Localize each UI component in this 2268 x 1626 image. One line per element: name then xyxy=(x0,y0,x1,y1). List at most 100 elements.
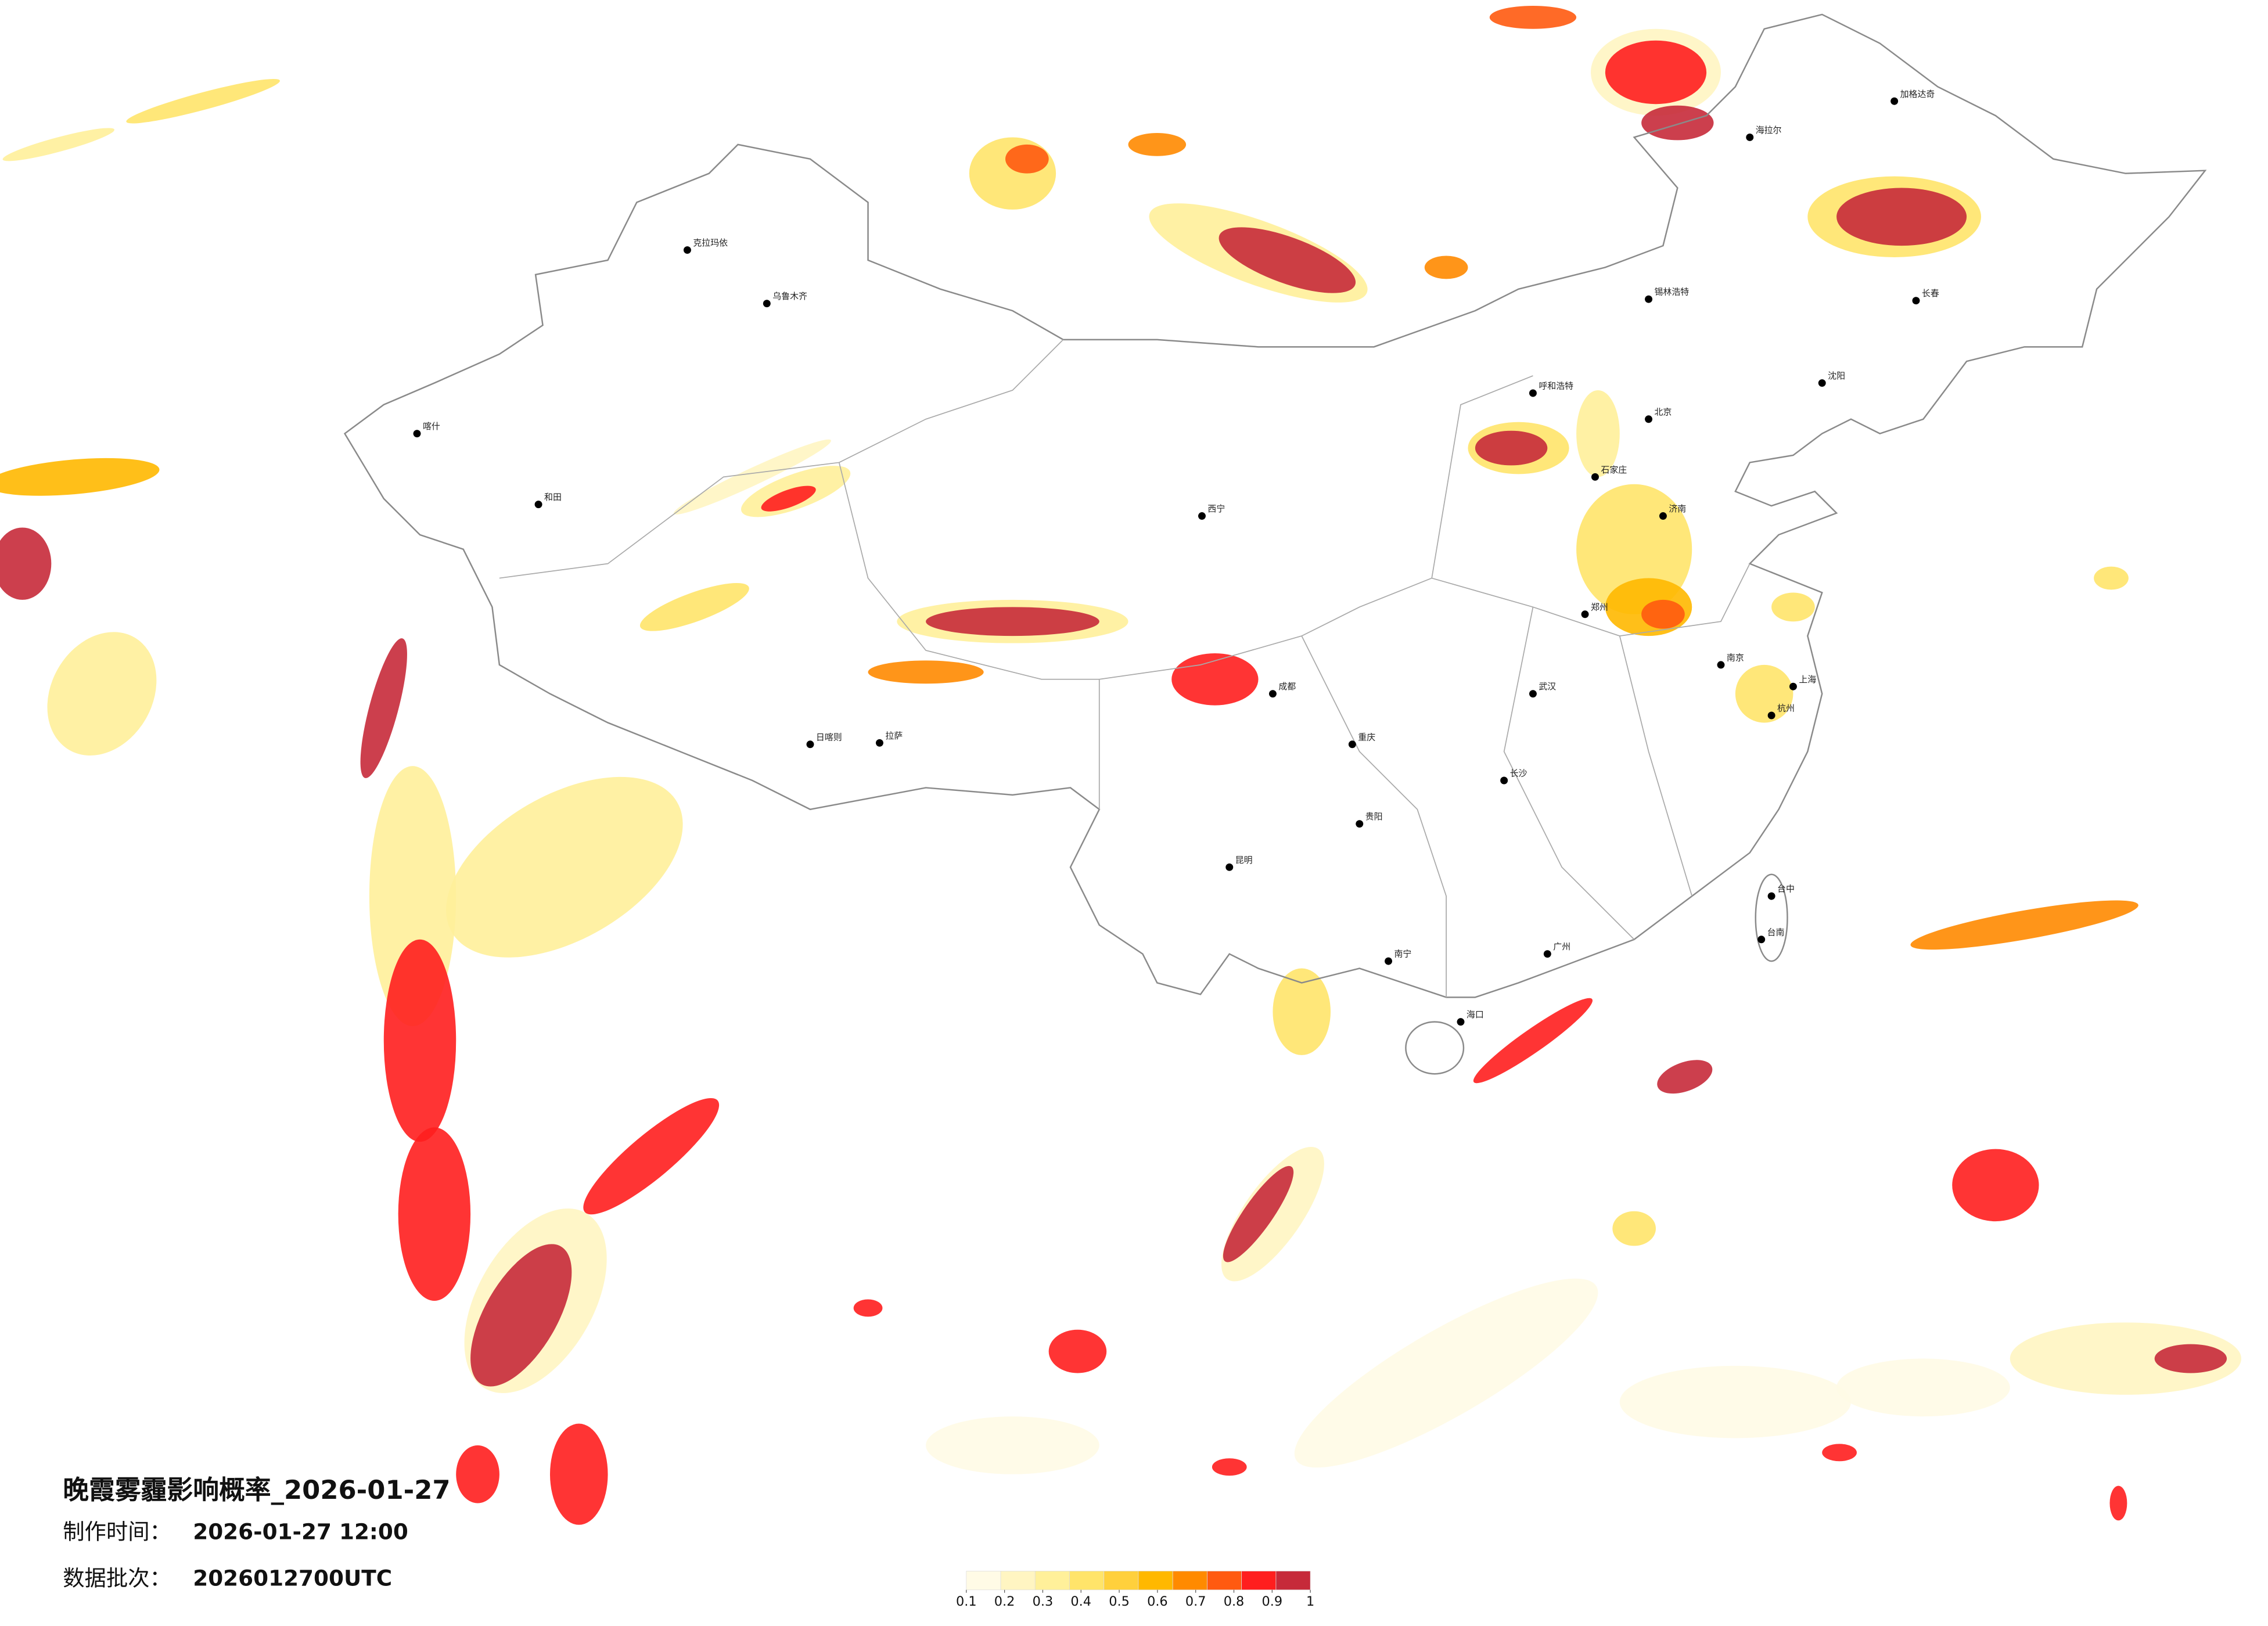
city-label: 武汉 xyxy=(1539,681,1556,692)
haze-area xyxy=(761,485,816,512)
city-label: 喀什 xyxy=(423,421,440,431)
haze-area xyxy=(673,439,831,515)
city-dot xyxy=(1645,415,1653,423)
haze-area xyxy=(1657,1060,1713,1094)
info-value: 2026012700UTC xyxy=(193,1565,392,1591)
city-dot xyxy=(1890,97,1899,105)
haze-area xyxy=(0,458,160,496)
city-dot xyxy=(1912,297,1920,305)
haze-area xyxy=(1128,132,1187,156)
haze-area xyxy=(639,583,749,631)
taiwan-border xyxy=(1755,873,1788,962)
city-dot xyxy=(763,300,771,308)
city-dot xyxy=(1789,682,1797,690)
city-dot xyxy=(806,740,814,749)
haze-area xyxy=(1273,968,1331,1055)
colorbar-tick-label: 0.8 xyxy=(1224,1594,1245,1609)
haze-area xyxy=(1294,1278,1598,1468)
haze-area xyxy=(1641,599,1685,629)
city-label: 拉萨 xyxy=(885,731,903,741)
haze-area xyxy=(383,939,457,1142)
info-label: 制作时间： xyxy=(63,1519,171,1545)
info-label: 数据批次： xyxy=(63,1565,171,1591)
city-label: 南京 xyxy=(1727,652,1744,663)
haze-area xyxy=(1005,144,1049,174)
haze-area xyxy=(1223,1165,1294,1262)
colorbar-swatch xyxy=(1104,1571,1139,1591)
city-label: 济南 xyxy=(1669,503,1686,514)
haze-area xyxy=(2010,1322,2241,1395)
city-label: 锡林浩特 xyxy=(1655,287,1690,297)
city-label: 沈阳 xyxy=(1828,370,1845,381)
city-label: 日喀则 xyxy=(816,732,842,742)
haze-area xyxy=(969,137,1056,210)
haze-area xyxy=(926,607,1099,636)
city-label: 西宁 xyxy=(1207,503,1225,514)
haze-area xyxy=(1475,430,1548,466)
city-dot xyxy=(1198,512,1206,520)
haze-area xyxy=(1641,105,1714,141)
city-dot xyxy=(1581,610,1589,618)
haze-area xyxy=(1836,188,1967,246)
city-label: 贵阳 xyxy=(1365,811,1383,822)
province-border xyxy=(499,339,1751,998)
city-label: 加格达奇 xyxy=(1900,89,1935,99)
colorbar-tick-label: 0.2 xyxy=(994,1594,1015,1609)
city-dot xyxy=(1225,863,1234,871)
haze-area xyxy=(1473,998,1593,1084)
city-label: 上海 xyxy=(1799,674,1816,685)
colorbar-tick-label: 1 xyxy=(1306,1594,1314,1609)
city-dot xyxy=(1529,690,1537,698)
haze-area xyxy=(2154,1344,2227,1373)
colorbar-tick-label: 0.3 xyxy=(1033,1594,1054,1609)
colorbar-tick-label: 0.6 xyxy=(1147,1594,1168,1609)
haze-area xyxy=(549,1423,608,1525)
haze-area xyxy=(398,1127,471,1301)
city-dot xyxy=(1356,820,1364,828)
city-dot xyxy=(1591,473,1599,481)
city-dot xyxy=(1348,740,1356,749)
colorbar: 0.1 0.2 0.3 0.4 0.5 0.6 0.7 0.8 0.9 1 xyxy=(956,1571,1314,1609)
haze-area xyxy=(1605,40,1707,105)
city-dot xyxy=(683,246,691,254)
city-label: 长春 xyxy=(1922,288,1939,298)
haze-area xyxy=(926,1416,1099,1474)
city-dot xyxy=(1746,133,1754,141)
city-dot xyxy=(875,739,883,747)
city-dot xyxy=(413,430,421,438)
haze-area xyxy=(868,660,984,684)
city-dot xyxy=(1543,950,1551,958)
haze-area xyxy=(0,527,52,600)
city-label: 和田 xyxy=(544,492,562,502)
mainland-border xyxy=(343,13,2207,998)
city-dot xyxy=(1268,690,1277,698)
city-label: 成都 xyxy=(1278,681,1296,692)
haze-area xyxy=(853,1299,883,1317)
city-label: 石家庄 xyxy=(1601,465,1627,475)
colorbar-tick-label: 0.9 xyxy=(1262,1594,1283,1609)
haze-area xyxy=(126,78,280,124)
haze-area xyxy=(1612,1211,1656,1246)
city-dot xyxy=(1529,389,1537,397)
haze-area xyxy=(1619,1366,1851,1438)
info-value: 2026-01-27 12:00 xyxy=(193,1519,408,1545)
city-dot xyxy=(1767,892,1775,900)
city-dot xyxy=(1757,936,1766,944)
haze-area xyxy=(1048,1329,1107,1373)
colorbar-swatch xyxy=(1172,1571,1207,1591)
colorbar-tick-label: 0.5 xyxy=(1109,1594,1130,1609)
haze-area xyxy=(456,1445,499,1503)
haze-area xyxy=(2094,566,2129,590)
haze-area xyxy=(47,632,157,756)
city-label: 南宁 xyxy=(1394,949,1412,959)
colorbar-swatch xyxy=(1138,1571,1173,1591)
colorbar-swatch xyxy=(1000,1571,1036,1591)
city-label: 海拉尔 xyxy=(1756,125,1782,135)
haze-area xyxy=(1822,1444,1857,1462)
info-block: 制作时间： 2026-01-27 12:00 数据批次： 2026012700UTC xyxy=(63,1519,408,1591)
city-dot xyxy=(1818,379,1826,387)
